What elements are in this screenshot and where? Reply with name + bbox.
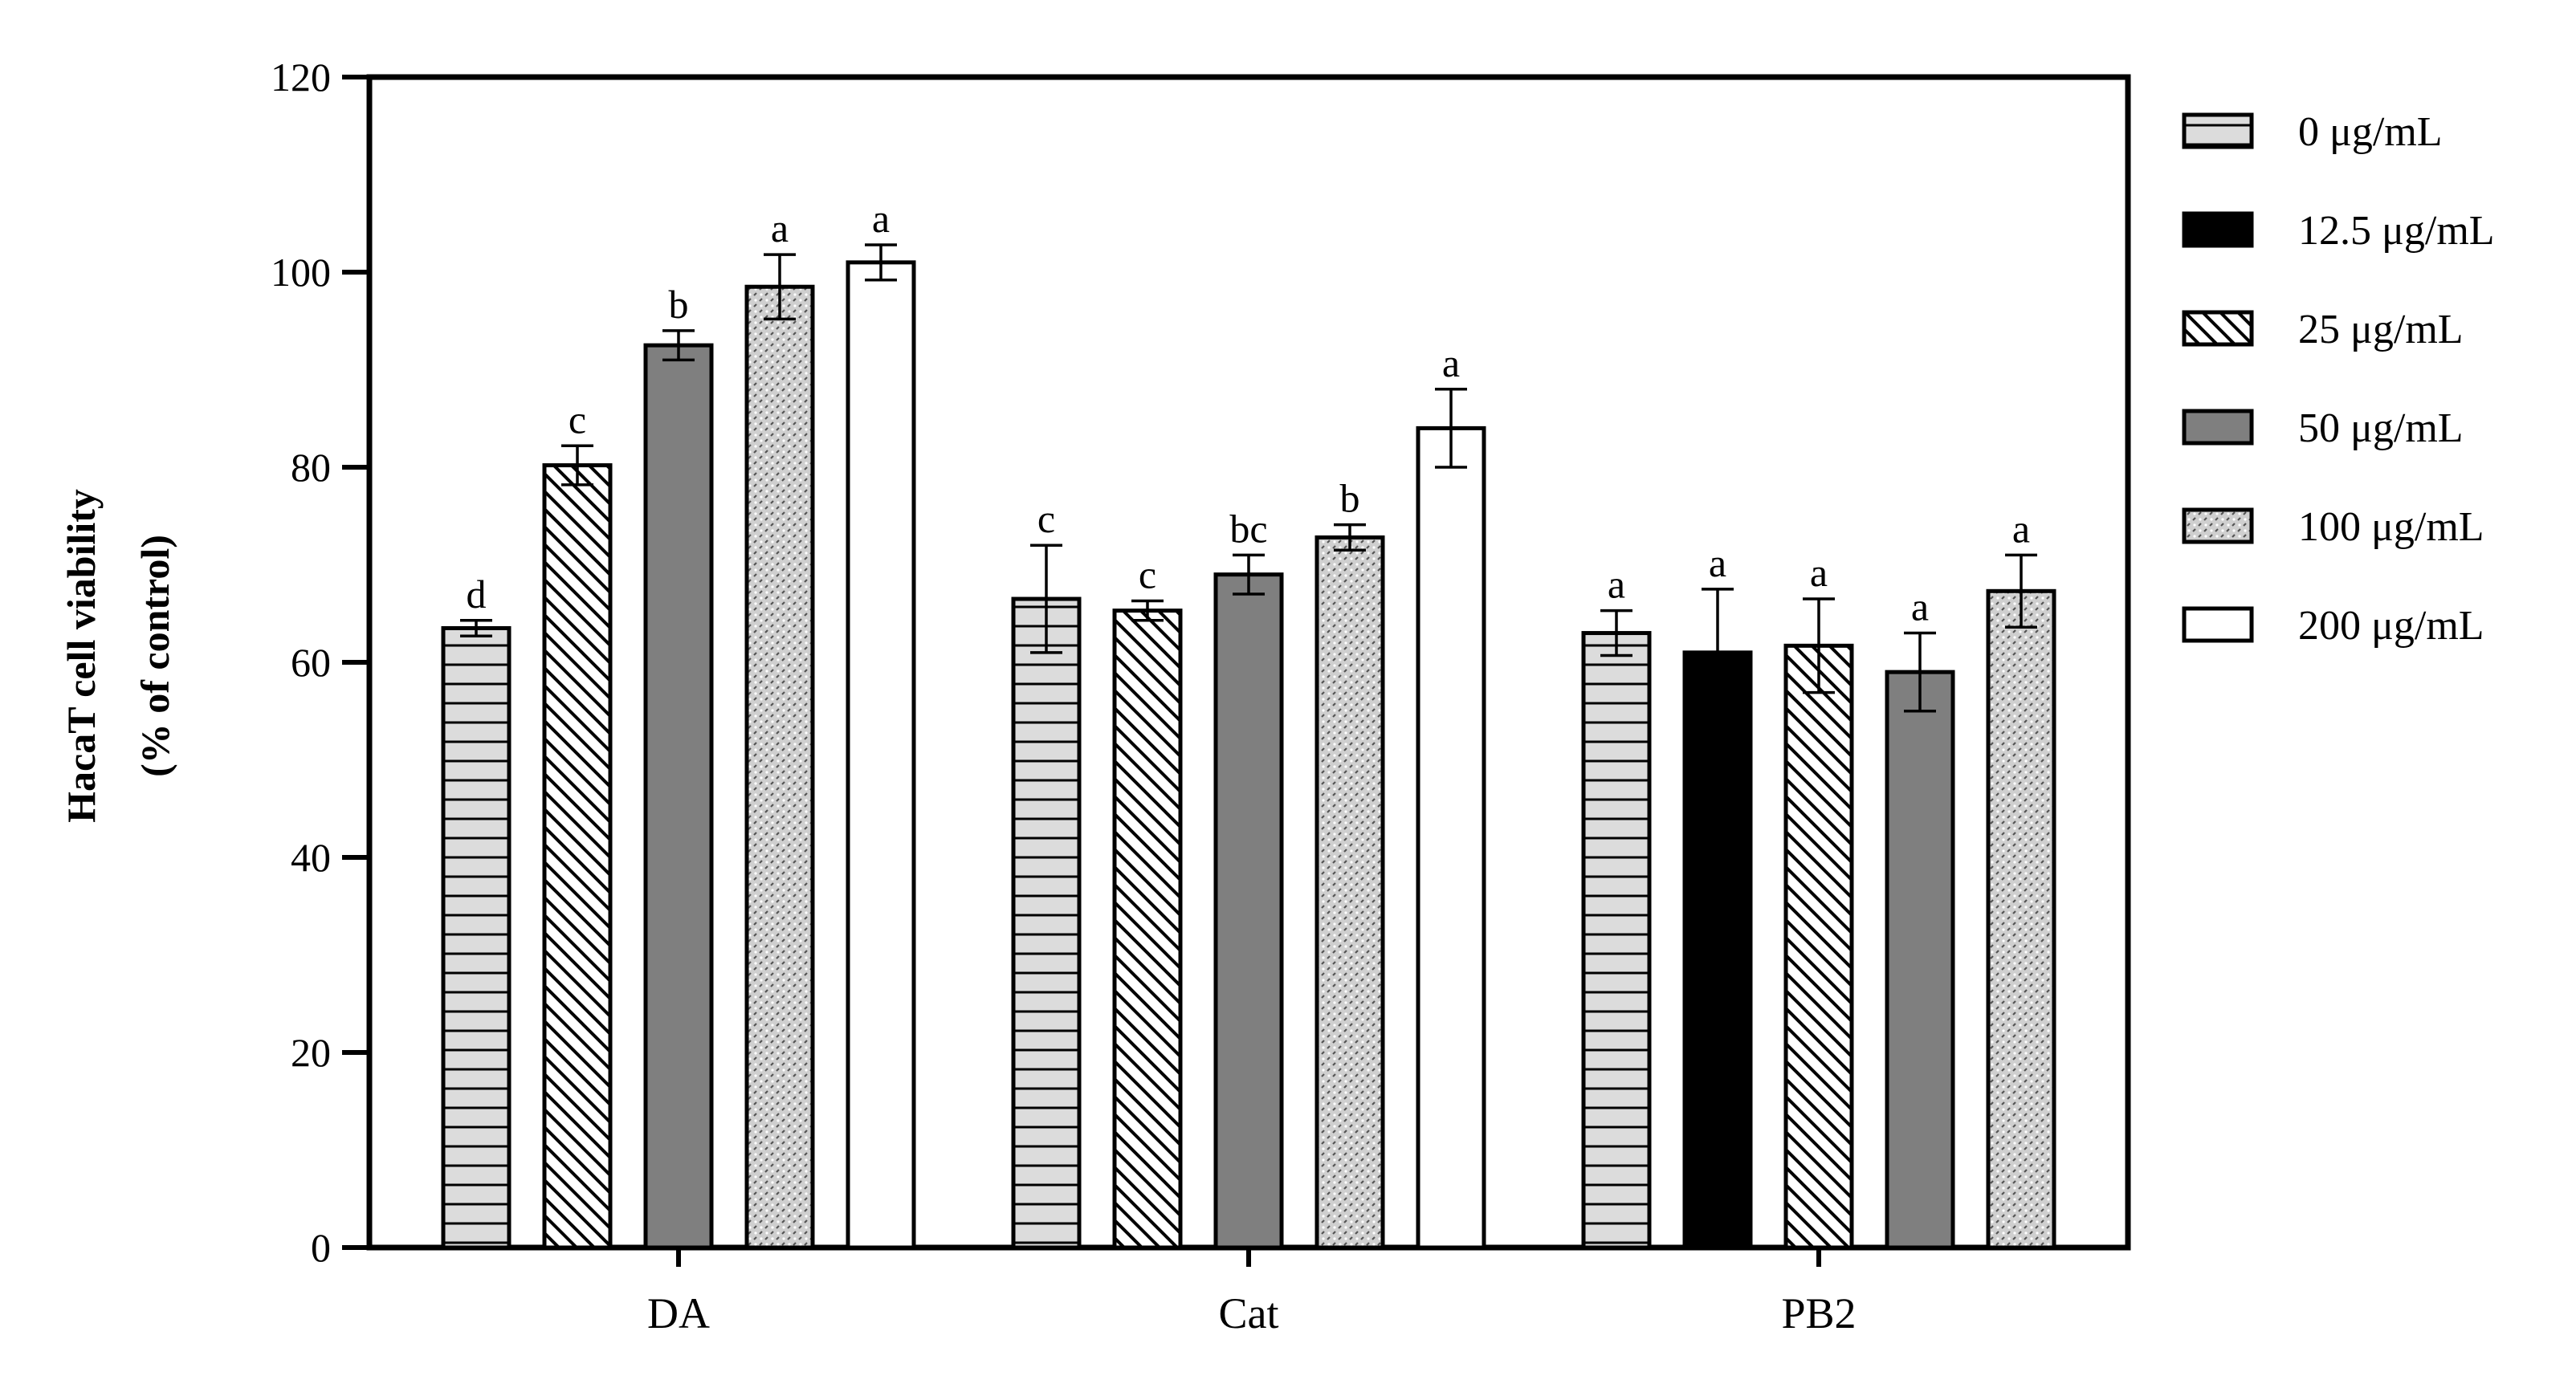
bar-rect xyxy=(1112,609,1183,1250)
legend-swatch xyxy=(2182,606,2254,643)
bar-rect xyxy=(1011,596,1082,1250)
bar-cat-2: bc xyxy=(1213,506,1284,1250)
legend: 0 μg/mL 12.5 μg/mL 25 μg/mL 50 μg/mL 100 μg/… xyxy=(2182,109,2495,649)
legend-item: 0 μg/mL xyxy=(2182,109,2443,155)
legend-swatch xyxy=(2182,211,2254,248)
legend-item: 25 μg/mL xyxy=(2182,307,2464,352)
bar-da-4: a xyxy=(846,196,916,1250)
significance-letter: a xyxy=(1911,584,1929,629)
legend-label: 0 μg/mL xyxy=(2298,109,2443,155)
significance-letter: a xyxy=(1608,562,1625,607)
y-axis: 0 20 40 60 80 100 120 xyxy=(271,55,369,1270)
y-tick-label: 80 xyxy=(291,445,331,490)
significance-letter: a xyxy=(1442,340,1460,385)
bar-rect xyxy=(1314,535,1385,1250)
y-tick-label: 100 xyxy=(271,250,331,295)
significance-letter: a xyxy=(1709,540,1726,585)
legend-label: 100 μg/mL xyxy=(2298,504,2484,550)
legend-swatch xyxy=(2182,507,2254,544)
legend-item: 100 μg/mL xyxy=(2182,504,2484,550)
legend-label: 12.5 μg/mL xyxy=(2298,208,2495,254)
significance-letter: c xyxy=(569,397,586,442)
y-tick-label: 120 xyxy=(271,55,331,100)
bar-rect xyxy=(1213,572,1284,1250)
x-axis: DA Cat PB2 xyxy=(647,1248,1857,1337)
y-axis-title-line1: HacaT cell viability xyxy=(59,489,104,823)
bar-cat-3: b xyxy=(1314,476,1385,1250)
y-axis-title: HacaT cell viability (% of control) xyxy=(59,489,177,823)
legend-swatch xyxy=(2182,409,2254,446)
bar-rect xyxy=(643,343,714,1250)
bars-layer: d c b a a c c bc b a a a a a a xyxy=(441,196,2056,1250)
bar-rect xyxy=(1682,650,1753,1250)
bar-pb2-0: a xyxy=(1581,562,1652,1250)
y-tick-label: 20 xyxy=(291,1030,331,1075)
x-tick-label-cat: Cat xyxy=(1219,1289,1279,1337)
legend-label: 200 μg/mL xyxy=(2298,603,2484,649)
bar-pb2-1: a xyxy=(1682,540,1753,1250)
legend-swatch xyxy=(2182,310,2254,347)
bar-cat-4: a xyxy=(1416,340,1486,1250)
bar-rect xyxy=(1783,643,1854,1250)
legend-item: 12.5 μg/mL xyxy=(2182,208,2495,254)
significance-letter: a xyxy=(771,206,789,250)
bar-pb2-3: a xyxy=(1885,584,1955,1250)
bar-rect xyxy=(1885,670,1955,1250)
significance-letter: d xyxy=(467,572,487,617)
y-tick-label: 60 xyxy=(291,640,331,685)
significance-letter: a xyxy=(872,196,890,241)
y-axis-title-line2: (% of control) xyxy=(132,535,177,777)
x-tick-label-da: DA xyxy=(647,1289,710,1337)
significance-letter: b xyxy=(669,282,689,327)
bar-cat-0: c xyxy=(1011,496,1082,1250)
significance-letter: b xyxy=(1340,476,1360,521)
x-tick-label-pb2: PB2 xyxy=(1781,1289,1856,1337)
bar-pb2-2: a xyxy=(1783,550,1854,1250)
y-tick-label: 0 xyxy=(311,1225,331,1270)
bar-rect xyxy=(441,625,512,1250)
bar-rect xyxy=(1581,631,1652,1250)
bar-rect xyxy=(1416,425,1486,1250)
legend-label: 25 μg/mL xyxy=(2298,307,2464,352)
bar-rect xyxy=(846,260,916,1250)
significance-letter: a xyxy=(2012,506,2030,551)
bar-cat-1: c xyxy=(1112,552,1183,1250)
bar-da-2: b xyxy=(643,282,714,1250)
legend-label: 50 μg/mL xyxy=(2298,405,2464,451)
legend-item: 50 μg/mL xyxy=(2182,405,2464,451)
bar-da-0: d xyxy=(441,572,512,1250)
bar-da-3: a xyxy=(744,206,815,1250)
bar-da-1: c xyxy=(542,397,613,1250)
bar-rect xyxy=(542,463,613,1250)
legend-item: 200 μg/mL xyxy=(2182,603,2484,649)
bar-pb2-4: a xyxy=(1986,506,2056,1250)
bar-rect xyxy=(1986,588,2056,1250)
y-tick-label: 40 xyxy=(291,835,331,880)
bar-rect xyxy=(744,284,815,1250)
significance-letter: a xyxy=(1810,550,1828,595)
significance-letter: bc xyxy=(1229,506,1267,551)
significance-letter: c xyxy=(1139,552,1156,596)
legend-swatch xyxy=(2182,112,2254,149)
significance-letter: c xyxy=(1037,496,1055,541)
